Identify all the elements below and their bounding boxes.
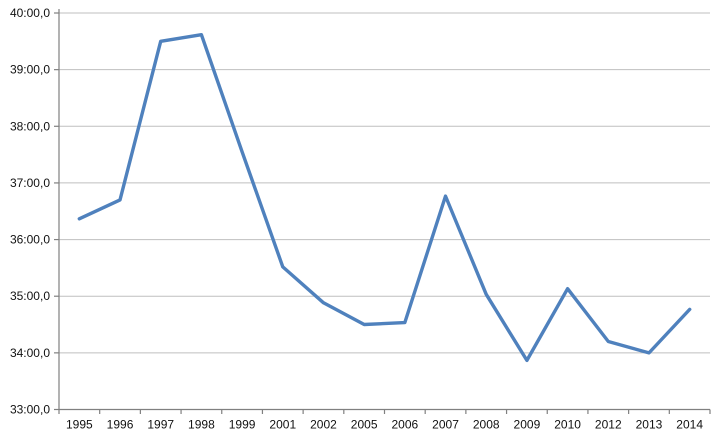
x-tick-label: 2006 [391, 418, 418, 432]
y-tick-label: 36:00,0 [10, 233, 50, 247]
y-tick-label: 37:00,0 [10, 176, 50, 190]
x-tick-label: 2013 [636, 418, 663, 432]
x-tick-label: 2005 [351, 418, 378, 432]
y-tick-label: 38:00,0 [10, 119, 50, 133]
x-tick-label: 2010 [554, 418, 581, 432]
x-tick-label: 1999 [229, 418, 256, 432]
x-tick-label: 2007 [432, 418, 459, 432]
x-tick-label: 2008 [473, 418, 500, 432]
y-tick-label: 40:00,0 [10, 6, 50, 20]
x-tick-label: 1998 [188, 418, 215, 432]
x-tick-label: 2001 [269, 418, 296, 432]
y-tick-label: 34:00,0 [10, 346, 50, 360]
x-tick-label: 2012 [595, 418, 622, 432]
y-tick-label: 35:00,0 [10, 289, 50, 303]
x-tick-label: 2014 [676, 418, 703, 432]
x-tick-label: 2002 [310, 418, 337, 432]
x-tick-label: 1996 [107, 418, 134, 432]
y-tick-label: 39:00,0 [10, 63, 50, 77]
x-tick-label: 2009 [514, 418, 541, 432]
y-tick-label: 33:00,0 [10, 403, 50, 417]
data-series-line [77, 33, 692, 363]
x-tick-label: 1997 [147, 418, 174, 432]
x-tick-label: 1995 [66, 418, 93, 432]
